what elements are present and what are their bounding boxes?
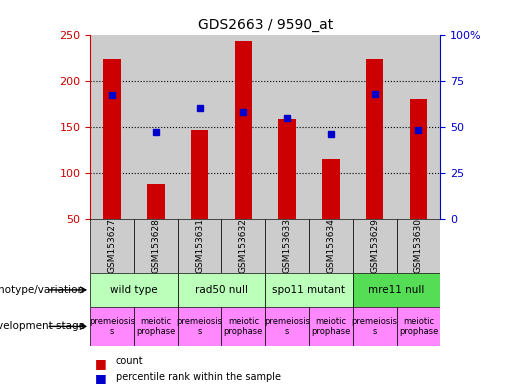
Bar [90, 219, 134, 273]
Bar [103, 58, 121, 219]
Bar [178, 219, 221, 273]
Text: GSM153631: GSM153631 [195, 218, 204, 273]
Text: premeiosis
s: premeiosis s [177, 317, 222, 336]
Title: GDS2663 / 9590_at: GDS2663 / 9590_at [198, 18, 333, 32]
Text: GSM153634: GSM153634 [327, 218, 335, 273]
Bar [178, 35, 221, 219]
Text: ■: ■ [95, 372, 107, 384]
Text: development stage: development stage [0, 321, 85, 331]
Bar [147, 184, 164, 219]
Bar [409, 99, 427, 219]
Text: mre11 null: mre11 null [368, 285, 425, 295]
Text: premeiosis
s: premeiosis s [264, 317, 310, 336]
Bar [353, 307, 397, 346]
Text: GSM153627: GSM153627 [108, 218, 116, 273]
Text: GSM153628: GSM153628 [151, 218, 160, 273]
Bar [265, 307, 309, 346]
Bar [309, 35, 353, 219]
Bar [322, 159, 340, 219]
Bar [90, 307, 134, 346]
Bar [191, 131, 208, 219]
Bar [397, 35, 440, 219]
Bar [397, 219, 440, 273]
Text: genotype/variation: genotype/variation [0, 285, 85, 295]
Bar [178, 273, 265, 307]
Bar [90, 273, 178, 307]
Bar [309, 219, 353, 273]
Text: meiotic
prophase: meiotic prophase [136, 317, 176, 336]
Bar [134, 219, 178, 273]
Text: GSM153632: GSM153632 [239, 218, 248, 273]
Text: premeiosis
s: premeiosis s [352, 317, 398, 336]
Bar [265, 219, 309, 273]
Bar [178, 307, 221, 346]
Text: premeiosis
s: premeiosis s [89, 317, 135, 336]
Text: meiotic
prophase: meiotic prophase [224, 317, 263, 336]
Bar [353, 219, 397, 273]
Text: GSM153629: GSM153629 [370, 218, 379, 273]
Bar [397, 307, 440, 346]
Bar [134, 35, 178, 219]
Bar [265, 273, 353, 307]
Bar [234, 41, 252, 219]
Text: meiotic
prophase: meiotic prophase [311, 317, 351, 336]
Bar [221, 35, 265, 219]
Bar [265, 35, 309, 219]
Text: wild type: wild type [110, 285, 158, 295]
Text: GSM153633: GSM153633 [283, 218, 291, 273]
Bar [353, 273, 440, 307]
Text: count: count [116, 356, 144, 366]
Text: rad50 null: rad50 null [195, 285, 248, 295]
Bar [221, 307, 265, 346]
Bar [90, 35, 134, 219]
Bar [221, 219, 265, 273]
Text: meiotic
prophase: meiotic prophase [399, 317, 438, 336]
Bar [309, 307, 353, 346]
Bar [366, 58, 383, 219]
Text: percentile rank within the sample: percentile rank within the sample [116, 372, 281, 382]
Bar [134, 307, 178, 346]
Text: spo11 mutant: spo11 mutant [272, 285, 346, 295]
Bar [353, 35, 397, 219]
Bar [278, 119, 296, 219]
Text: GSM153630: GSM153630 [414, 218, 423, 273]
Text: ■: ■ [95, 357, 107, 370]
